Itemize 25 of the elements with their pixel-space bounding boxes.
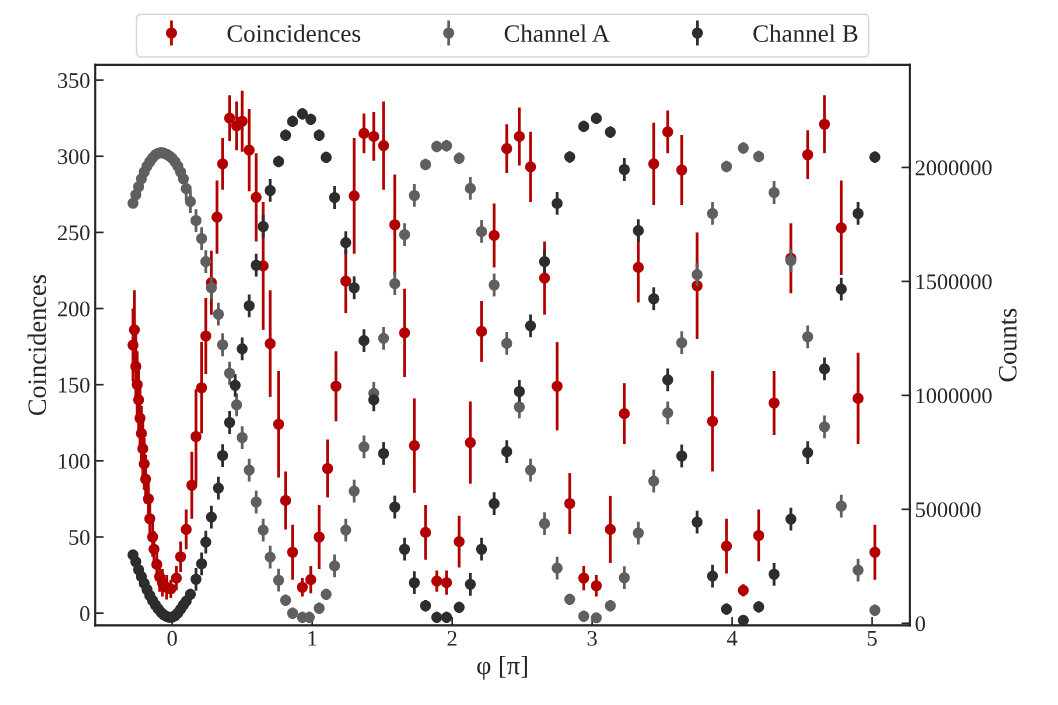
y-tick-label: 0 xyxy=(80,606,90,622)
y2-tick-label: 2000000 xyxy=(915,160,992,176)
y-tick-label: 200 xyxy=(58,301,90,317)
legend-label: Coincidences xyxy=(227,24,361,42)
legend-label: Channel A xyxy=(504,24,610,42)
y-tick-label: 50 xyxy=(69,529,90,545)
legend-label: Channel B xyxy=(753,24,858,42)
x-tick-label: 1 xyxy=(308,630,317,646)
y2-tick-label: 0 xyxy=(915,616,926,632)
x-tick-label: 5 xyxy=(867,631,877,646)
y-tick-label: 150 xyxy=(58,377,90,393)
y2-tick-label: 1000000 xyxy=(916,388,992,404)
x-axis-title: φ [π] xyxy=(477,655,527,680)
y2-tick-label: 1500000 xyxy=(916,274,992,290)
x-tick-label: 0 xyxy=(167,630,177,646)
y-axis-title: Coincidences xyxy=(27,274,47,416)
y-tick-label: 300 xyxy=(58,149,90,165)
y-tick-label: 100 xyxy=(58,453,90,469)
y2-axis-title: Counts xyxy=(998,308,1017,382)
x-tick-label: 4 xyxy=(726,630,738,646)
x-tick-label: 2 xyxy=(447,630,457,646)
y-tick-label: 250 xyxy=(58,225,90,241)
y2-tick-label: 500000 xyxy=(916,502,981,518)
y-tick-label: 350 xyxy=(58,73,90,89)
x-tick-label: 3 xyxy=(587,630,597,646)
